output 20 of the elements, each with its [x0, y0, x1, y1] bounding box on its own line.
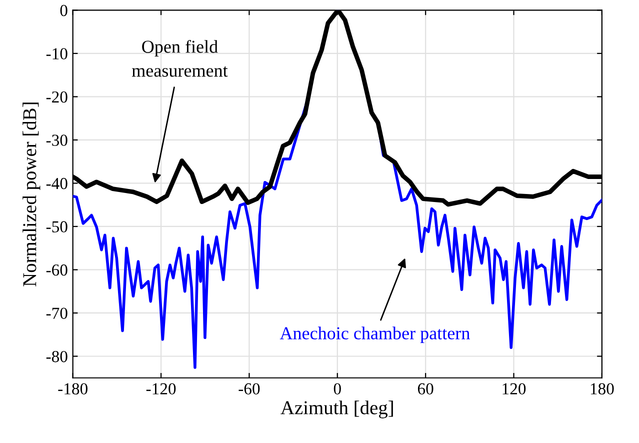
y-tick-label: -30	[46, 134, 68, 146]
x-axis-title: Azimuth [deg]	[280, 400, 393, 418]
y-axis-title: Normalized power [dB]	[22, 102, 40, 286]
annotation: Anechoic chamber pattern	[280, 326, 470, 344]
y-tick-label: -40	[46, 178, 68, 190]
y-tick-label: 0	[60, 4, 68, 16]
x-tick-label: 180	[590, 383, 614, 394]
x-tick-label: 60	[418, 383, 434, 394]
x-tick-label: 0	[334, 383, 341, 394]
y-tick-label: -10	[46, 48, 68, 60]
y-tick-label: -70	[46, 308, 68, 319]
y-tick-label: -80	[46, 350, 68, 362]
y-tick-label: -60	[46, 264, 68, 276]
y-tick-label: -20	[46, 91, 68, 103]
x-tick-label: -60	[238, 383, 260, 394]
y-tick-label: -50	[46, 221, 68, 232]
x-tick-label: -120	[146, 383, 176, 394]
annotation: Open field measurement	[132, 40, 228, 77]
x-tick-label: 120	[502, 383, 526, 394]
x-tick-label: -180	[58, 383, 88, 394]
